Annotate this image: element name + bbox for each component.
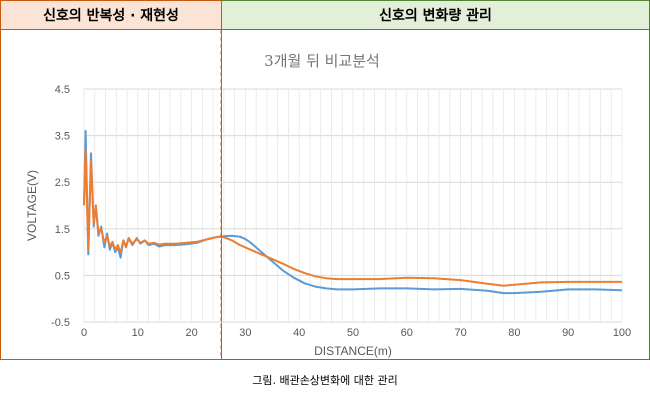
x-tick-label: 80: [508, 327, 520, 339]
comparison-frame: 신호의 반복성 · 재현성 신호의 변화량 관리 3개월 뒤 비교분석 -0.5 0…: [0, 0, 650, 360]
y-tick-label: 0.5: [55, 270, 70, 282]
panel-repeatability: [0, 30, 222, 360]
voltage-distance-chart: 3개월 뒤 비교분석 -0.5 0.5 1.5 2.5 3.5 4.5 0 10 20 30 40 50…: [25, 30, 631, 360]
x-tick-label: 30: [239, 327, 251, 339]
x-tick-label: 100: [613, 327, 631, 339]
chart-title: 3개월 뒤 비교분석: [264, 52, 380, 70]
series-line-orange: [83, 148, 622, 287]
x-tick-label: 0: [81, 327, 87, 339]
x-tick-label: 50: [347, 327, 359, 339]
y-tick-label: 3.5: [55, 131, 70, 143]
header-repeatability: 신호의 반복성 · 재현성: [0, 0, 222, 30]
figure-caption: 그림. 배관손상변화에 대한 관리: [252, 374, 398, 387]
y-tick-label: 1.5: [55, 224, 70, 236]
x-tick-label: 40: [293, 327, 305, 339]
x-tick-label: 70: [454, 327, 466, 339]
y-axis-label: VOLTAGE(V): [25, 170, 39, 241]
header-change-management: 신호의 변화량 관리: [222, 0, 650, 30]
y-tick-label: 4.5: [55, 84, 70, 96]
x-tick-label: 10: [132, 327, 144, 339]
x-tick-label: 90: [562, 327, 574, 339]
y-tick-label: -0.5: [51, 317, 70, 329]
x-axis-label: DISTANCE(m): [314, 344, 392, 358]
x-tick-label: 60: [401, 327, 413, 339]
x-tick-label: 20: [185, 327, 197, 339]
y-tick-label: 2.5: [55, 177, 70, 189]
